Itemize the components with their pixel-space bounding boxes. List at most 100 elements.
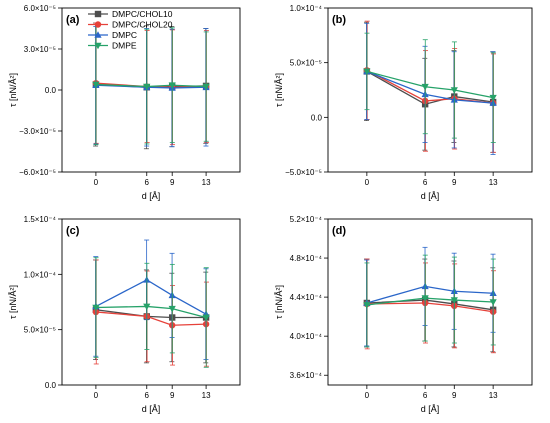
legend-label: DMPC: [112, 30, 137, 40]
series-line: [366, 70, 494, 99]
series-line: [95, 84, 207, 89]
data-point: [450, 297, 458, 304]
legend-marker: [94, 42, 102, 50]
data-point: [92, 304, 100, 312]
data-point: [143, 303, 151, 311]
y-tick-label: 0.0: [45, 381, 57, 390]
panel-d: 0 6 9 13 3.6×10⁻⁴ 4.0×10⁻⁴ 4.4×10⁻⁴ 4.8×10⁻⁴ 5.2…: [274, 215, 533, 414]
y-axis-title: τ [nN/Å²]: [8, 285, 18, 319]
plot-frame: [327, 7, 533, 173]
y-tick-label: 5.2×10⁻⁴: [290, 215, 323, 224]
legend-marker: [94, 21, 102, 28]
legend-label: DMPC/CHOL10: [112, 9, 173, 19]
y-tick-label: −6.0×10⁻⁵: [19, 168, 56, 177]
x-axis-title: d [Å]: [421, 191, 440, 201]
x-tick-label: 0: [365, 178, 370, 187]
panel-b: 0 6 9 13 −5.0×10⁻⁵ 0.0 5.0×10⁻⁵ 1.0×10⁻⁴ d [Å] τ …: [274, 4, 533, 201]
y-tick-label: 0.0: [311, 113, 323, 122]
y-tick-label: 1.0×10⁻⁴: [290, 4, 323, 13]
series-dmpc: [363, 22, 497, 155]
x-tick-label: 9: [170, 391, 175, 400]
data-point: [489, 94, 497, 102]
data-point: [202, 314, 210, 322]
series-line: [95, 305, 207, 319]
panel-letter: (b): [332, 14, 346, 26]
series-dmpc-chol20: [92, 22, 210, 146]
y-tick-label: 3.6×10⁻⁴: [290, 371, 323, 380]
series-line: [95, 82, 207, 88]
panel-letter: (c): [66, 225, 80, 237]
series-dmpc-chol20: [363, 258, 497, 354]
y-tick-label: 1.0×10⁻⁴: [24, 270, 57, 279]
data-area: [363, 246, 497, 354]
series-line: [95, 309, 207, 319]
data-point: [202, 83, 210, 91]
legend-label: DMPE: [112, 41, 137, 51]
y-tick-label: 4.4×10⁻⁴: [290, 293, 323, 302]
series-dmpc-chol10: [363, 258, 497, 353]
series-line: [366, 302, 494, 313]
x-tick-label: 13: [489, 391, 498, 400]
x-tick-label: 6: [423, 178, 428, 187]
x-axis-title: d [Å]: [142, 404, 161, 414]
series-dmpe: [92, 257, 210, 368]
x-tick-label: 0: [94, 178, 99, 187]
y-tick-label: 5.0×10⁻⁵: [24, 326, 56, 335]
y-tick-label: 4.8×10⁻⁴: [290, 254, 323, 263]
data-point: [168, 305, 176, 313]
y-tick-label: −5.0×10⁻⁵: [285, 168, 322, 177]
data-point: [421, 83, 429, 91]
series-line: [366, 70, 494, 104]
panel-a: 0 6 9 13 −6.0×10⁻⁵ −3.0×10⁻⁵ 0.0 3.0×10⁻⁵ 6.0×10…: [8, 4, 241, 201]
y-tick-label: −3.0×10⁻⁵: [19, 127, 56, 136]
legend-marker: [94, 31, 102, 38]
panel-c: 0 6 9 13 0.0 5.0×10⁻⁵ 1.0×10⁻⁴ 1.5×10⁻⁴ d [Å] τ […: [8, 215, 241, 414]
x-tick-label: 13: [489, 178, 498, 187]
x-tick-label: 0: [365, 391, 370, 400]
data-point: [363, 68, 371, 76]
series-dmpe: [92, 23, 210, 146]
x-tick-label: 6: [145, 391, 150, 400]
x-tick-label: 13: [202, 178, 211, 187]
series-dmpc-chol10: [92, 259, 210, 364]
y-tick-label: 4.0×10⁻⁴: [290, 332, 323, 341]
series-line: [366, 285, 494, 304]
x-tick-label: 6: [145, 178, 150, 187]
x-tick-label: 9: [170, 178, 175, 187]
y-axis-title: τ [nN/Å²]: [274, 73, 284, 107]
y-tick-label: 3.0×10⁻⁵: [24, 45, 56, 54]
x-tick-label: 9: [452, 391, 457, 400]
data-point: [168, 82, 176, 90]
x-axis-title: d [Å]: [421, 404, 440, 414]
series-dmpe: [363, 254, 497, 348]
x-tick-label: 6: [423, 391, 428, 400]
series-dmpc-chol20: [92, 259, 210, 367]
series-line: [95, 83, 207, 88]
data-point: [450, 87, 458, 94]
x-tick-label: 9: [452, 178, 457, 187]
series-line: [95, 279, 207, 315]
series-dmpc: [363, 246, 497, 347]
plot-frame: [61, 7, 241, 173]
series-line: [366, 297, 494, 306]
data-point: [143, 83, 151, 91]
y-axis-title: τ [nN/Å²]: [8, 73, 18, 107]
legend-marker: [94, 10, 102, 18]
y-tick-label: 5.0×10⁻⁵: [290, 59, 322, 68]
plot-frame: [61, 218, 241, 386]
legend-label: DMPC/CHOL20: [112, 20, 173, 30]
x-tick-label: 0: [94, 391, 99, 400]
plot-frame: [327, 218, 533, 386]
data-area: [363, 20, 497, 155]
y-tick-label: 0.0: [45, 86, 57, 95]
series-line: [95, 311, 207, 326]
data-point: [421, 295, 429, 302]
series-dmpc: [92, 239, 210, 360]
x-tick-label: 13: [202, 391, 211, 400]
panel-letter: (a): [66, 14, 80, 26]
panel-letter: (d): [332, 225, 346, 237]
data-area: [92, 22, 210, 150]
y-tick-label: 1.5×10⁻⁴: [24, 215, 57, 224]
